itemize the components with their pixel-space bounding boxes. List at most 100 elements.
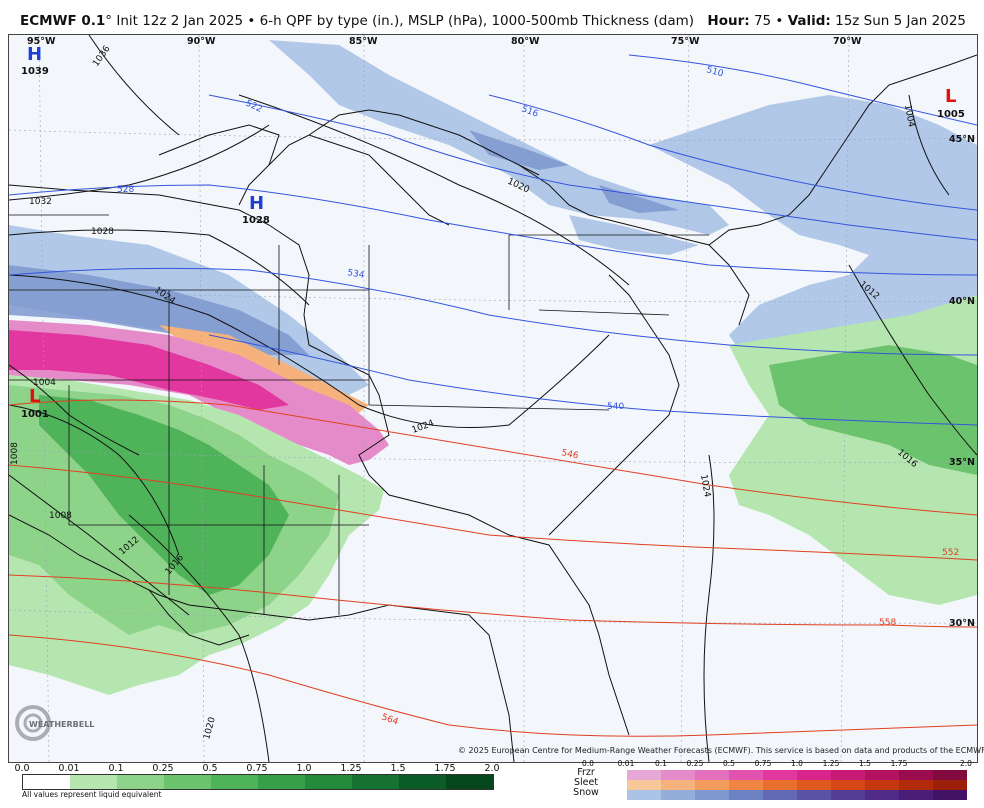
- rain-tick: 0.1: [108, 763, 124, 774]
- snow-color-swatch: [797, 790, 831, 800]
- lon-label-90w: 90°W: [187, 36, 216, 47]
- frzr-color-swatch: [933, 770, 967, 780]
- hour-value: 75: [753, 13, 772, 29]
- ptype-tick: 1.0: [791, 759, 803, 768]
- pressure-centers: H 1039 H 1028 L 1001 L 1005: [21, 44, 965, 420]
- sleet-color-swatch: [627, 780, 661, 790]
- ptype-tick: 1.25: [822, 759, 840, 768]
- map-title: ECMWF 0.1° Init 12z 2 Jan 2025 • 6-h QPF…: [20, 13, 695, 29]
- low-center-letter: L: [945, 86, 956, 107]
- lon-label-95w: 95°W: [27, 36, 56, 47]
- rain-tick: 0.5: [202, 763, 218, 774]
- isobar-label: 1024: [698, 474, 712, 499]
- frzr-color-swatch: [763, 770, 797, 780]
- ptype-color-grid: [627, 770, 967, 800]
- rain-tick: 1.75: [434, 763, 456, 774]
- copyright-notice: © 2025 European Centre for Medium-Range …: [458, 746, 984, 755]
- sleet-color-swatch: [763, 780, 797, 790]
- ptype-scale-ticks: 0.0 0.01 0.1 0.25 0.5 0.75 1.0 1.25 1.5 …: [580, 759, 980, 769]
- ptype-tick: 2.0: [960, 759, 972, 768]
- low-center-letter: L: [29, 386, 40, 407]
- map-canvas: 95°W 90°W 85°W 80°W 75°W 70°W 45°N 40°N …: [9, 35, 977, 762]
- thickness-label: 540: [607, 402, 624, 412]
- snow-color-swatch: [763, 790, 797, 800]
- snow-color-swatch: [899, 790, 933, 800]
- thickness-label: 510: [705, 65, 724, 79]
- low-center-value: 1001: [21, 409, 49, 420]
- snow-color-swatch: [661, 790, 695, 800]
- state-borders: [9, 214, 709, 615]
- weather-map: 95°W 90°W 85°W 80°W 75°W 70°W 45°N 40°N …: [8, 34, 978, 763]
- snow-color-swatch: [695, 790, 729, 800]
- header: ECMWF 0.1° Init 12z 2 Jan 2025 • 6-h QPF…: [0, 0, 984, 34]
- rain-color-swatch: [70, 775, 117, 789]
- lat-label-45n: 45°N: [949, 134, 975, 145]
- frzr-color-swatch: [831, 770, 865, 780]
- isobar-label: 1032: [29, 197, 52, 207]
- valid-label: Valid:: [787, 13, 831, 29]
- hour-label: Hour:: [707, 13, 750, 29]
- frzr-color-swatch: [695, 770, 729, 780]
- isobar-label: 1004: [902, 104, 916, 129]
- lat-label-30n: 30°N: [949, 618, 975, 629]
- isobar-label: 1020: [202, 716, 218, 741]
- rain-tick: 0.01: [58, 763, 80, 774]
- snow-color-swatch: [627, 790, 661, 800]
- rain-tick: 1.25: [340, 763, 362, 774]
- sleet-color-swatch: [661, 780, 695, 790]
- rain-color-swatch: [305, 775, 352, 789]
- weatherbell-logo: WEATHERBELL: [15, 705, 94, 741]
- high-center-value: 1039: [21, 66, 49, 77]
- snow-color-swatch: [729, 790, 763, 800]
- rain-color-swatch: [352, 775, 399, 789]
- low-center-value: 1005: [937, 109, 965, 120]
- isobar-label: 1036: [91, 44, 112, 69]
- frzr-color-row: [627, 770, 967, 780]
- rain-color-swatch: [23, 775, 70, 789]
- rain-color-swatch: [399, 775, 446, 789]
- frzr-color-swatch: [729, 770, 763, 780]
- rain-tick: 1.0: [296, 763, 312, 774]
- lon-label-85w: 85°W: [349, 36, 378, 47]
- valid-value: 15z Sun 5 Jan 2025: [835, 13, 966, 29]
- isobar-label: 1008: [10, 442, 20, 465]
- rain-color-swatch: [211, 775, 258, 789]
- product-description: 6-h QPF by type (in.), MSLP (hPa), 1000-…: [259, 13, 695, 29]
- coastlines: [9, 54, 977, 762]
- rain-color-swatch: [164, 775, 211, 789]
- sleet-color-swatch: [899, 780, 933, 790]
- thickness-label: 522: [244, 99, 264, 115]
- thickness-label: 534: [346, 268, 365, 281]
- thickness-label: 552: [942, 548, 959, 558]
- legend: 0.0 0.01 0.1 0.25 0.5 0.75 1.0 1.25 1.5 …: [0, 759, 984, 808]
- model-name: ECMWF 0.1: [20, 13, 106, 29]
- lat-label-35n: 35°N: [949, 457, 975, 468]
- sleet-color-swatch: [865, 780, 899, 790]
- latitude-labels: 45°N 40°N 35°N 30°N: [949, 134, 975, 629]
- thickness-label: 516: [520, 104, 540, 119]
- snow-color-swatch: [831, 790, 865, 800]
- high-center-letter: H: [27, 44, 42, 65]
- ptype-tick: 1.75: [890, 759, 908, 768]
- rain-shading: [9, 295, 977, 695]
- rain-scale-ticks: 0.0 0.01 0.1 0.25 0.5 0.75 1.0 1.25 1.5 …: [14, 763, 499, 775]
- legend-footnote: All values represent liquid equivalent: [22, 790, 162, 799]
- ptype-tick: 0.5: [723, 759, 735, 768]
- rain-tick: 2.0: [484, 763, 500, 774]
- isobars: [9, 35, 977, 762]
- thickness-labels: 510 516 522 528 534 540 546 552 558 564: [117, 65, 959, 728]
- ptype-tick: 0.1: [655, 759, 667, 768]
- snow-color-swatch: [865, 790, 899, 800]
- lon-label-75w: 75°W: [671, 36, 700, 47]
- thickness-label: 546: [560, 448, 579, 461]
- frzr-color-swatch: [627, 770, 661, 780]
- frzr-color-swatch: [899, 770, 933, 780]
- isobar-label: 1028: [91, 227, 114, 237]
- graticule: [9, 35, 977, 762]
- logo-text: WEATHERBELL: [29, 720, 94, 729]
- isobar-label: 1024: [411, 418, 436, 435]
- longitude-labels: 95°W 90°W 85°W 80°W 75°W 70°W: [27, 36, 862, 47]
- isobar-label: 1008: [49, 511, 72, 521]
- snow-label: Snow: [573, 787, 599, 798]
- lat-label-40n: 40°N: [949, 296, 975, 307]
